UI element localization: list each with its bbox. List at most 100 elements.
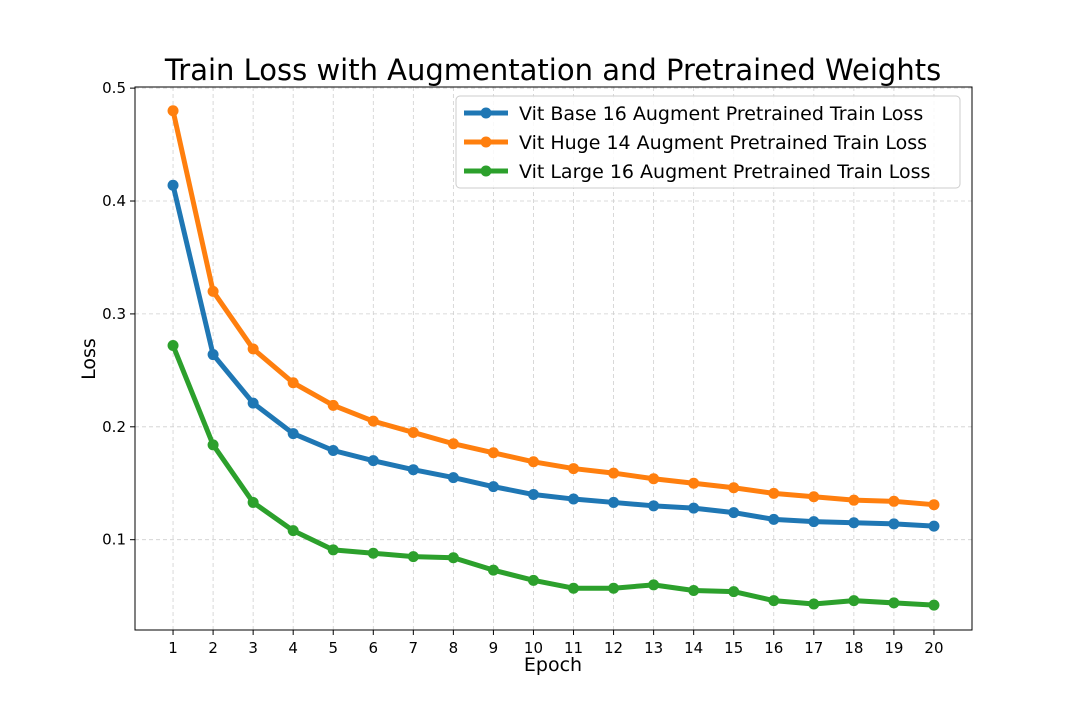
data-point (487, 481, 499, 493)
data-point (247, 343, 259, 355)
x-tick-label: 7 (409, 639, 419, 657)
data-point (447, 438, 459, 450)
y-axis: 0.1 0.2 0.3 0.4 0.5 (102, 79, 135, 549)
y-tick-label: 0.3 (102, 305, 126, 323)
data-point (848, 494, 860, 506)
data-point (768, 595, 780, 607)
series-2 (167, 105, 940, 511)
data-point (608, 582, 620, 594)
y-tick-label: 0.2 (102, 418, 126, 436)
x-tick-label: 12 (604, 639, 623, 657)
legend-label: Vit Large 16 Augment Pretrained Train Lo… (519, 161, 930, 183)
data-point (568, 493, 580, 505)
data-point (888, 495, 900, 507)
data-point (447, 552, 459, 564)
data-point (728, 482, 740, 494)
x-tick-label: 8 (449, 639, 459, 657)
data-point (848, 595, 860, 607)
data-point (327, 399, 339, 411)
legend: Vit Base 16 Augment Pretrained Train Los… (455, 95, 961, 189)
x-tick-label: 13 (644, 639, 663, 657)
data-point (407, 551, 419, 563)
x-tick-label: 6 (369, 639, 379, 657)
data-point (487, 564, 499, 576)
y-tick-label: 0.1 (102, 531, 126, 549)
data-point (527, 574, 539, 586)
data-point (808, 491, 820, 503)
data-point (648, 500, 660, 512)
series-1 (167, 179, 940, 532)
legend-item: Vit Base 16 Augment Pretrained Train Los… (464, 103, 923, 125)
y-axis-label: Loss (78, 338, 100, 380)
series-line (170, 182, 937, 529)
data-point (287, 428, 299, 440)
x-tick-label: 16 (764, 639, 783, 657)
series-layer (167, 105, 940, 611)
y-tick-label: 0.4 (102, 192, 126, 210)
data-point (207, 349, 219, 361)
data-point (808, 598, 820, 610)
data-point (367, 455, 379, 467)
data-point (848, 517, 860, 529)
series-line (170, 343, 937, 608)
data-point (728, 507, 740, 519)
x-tick-label: 18 (844, 639, 863, 657)
data-point (808, 516, 820, 528)
x-tick-label: 10 (524, 639, 543, 657)
data-point (327, 445, 339, 457)
x-tick-label: 19 (884, 639, 903, 657)
x-tick-label: 2 (208, 639, 218, 657)
x-tick-label: 9 (489, 639, 499, 657)
series-line (170, 108, 937, 508)
plot-frame (134, 86, 973, 631)
data-point (568, 463, 580, 475)
legend-box (455, 95, 961, 189)
data-point (648, 473, 660, 485)
legend-item: Vit Large 16 Augment Pretrained Train Lo… (464, 161, 930, 183)
legend-swatch-marker (480, 107, 492, 119)
data-point (287, 525, 299, 537)
data-point (167, 179, 179, 191)
data-point (768, 513, 780, 525)
data-point (527, 456, 539, 468)
data-point (207, 439, 219, 451)
data-point (888, 518, 900, 530)
data-point (287, 377, 299, 389)
x-tick-label: 15 (724, 639, 743, 657)
data-point (367, 547, 379, 559)
x-tick-label: 4 (288, 639, 298, 657)
data-point (688, 502, 700, 514)
legend-item: Vit Huge 14 Augment Pretrained Train Los… (464, 132, 927, 154)
data-point (928, 520, 940, 532)
data-point (247, 397, 259, 409)
chart-title: Train Loss with Augmentation and Pretrai… (164, 53, 941, 87)
y-tick-label: 0.5 (102, 79, 126, 97)
data-point (167, 105, 179, 117)
data-point (447, 472, 459, 484)
data-point (407, 464, 419, 476)
x-tick-label: 11 (564, 639, 583, 657)
x-tick-label: 5 (328, 639, 338, 657)
legend-swatch-marker (480, 136, 492, 148)
data-point (888, 597, 900, 609)
x-tick-label: 20 (924, 639, 943, 657)
data-point (688, 584, 700, 596)
series-3 (167, 340, 940, 611)
data-point (327, 544, 339, 556)
data-point (688, 477, 700, 489)
data-point (167, 340, 179, 352)
data-point (728, 586, 740, 598)
legend-label: Vit Huge 14 Augment Pretrained Train Los… (519, 132, 927, 154)
data-point (568, 582, 580, 594)
x-tick-label: 17 (804, 639, 823, 657)
legend-label: Vit Base 16 Augment Pretrained Train Los… (519, 103, 923, 125)
data-point (527, 489, 539, 501)
data-point (768, 487, 780, 499)
data-point (608, 496, 620, 508)
x-axis-label: Epoch (524, 654, 582, 676)
x-tick-label: 3 (248, 639, 258, 657)
x-tick-label: 14 (684, 639, 703, 657)
x-axis: 1 2 3 4 5 6 7 8 9 10 11 12 13 14 15 16 17 18 19 20 (168, 630, 944, 657)
data-point (928, 499, 940, 511)
